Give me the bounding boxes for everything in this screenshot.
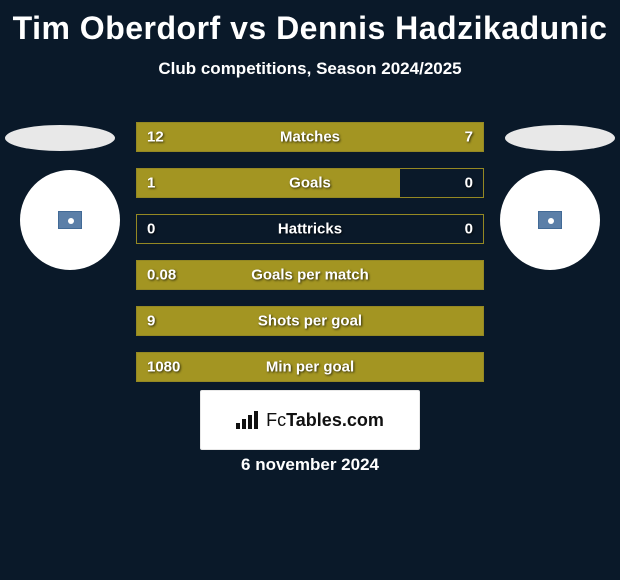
stat-label: Goals (137, 175, 483, 192)
stat-label: Shots per goal (137, 313, 483, 330)
player-left-shadow (5, 125, 115, 151)
stat-row: 1080Min per goal (136, 352, 484, 382)
stat-row: 1Goals0 (136, 168, 484, 198)
player-left-avatar (20, 170, 120, 270)
stat-value-right: 0 (465, 221, 473, 238)
flag-icon (538, 211, 562, 229)
stat-label: Matches (137, 129, 483, 146)
flag-icon (58, 211, 82, 229)
fctables-logo: FcTables.com (200, 390, 420, 450)
player-right-shadow (505, 125, 615, 151)
snapshot-date: 6 november 2024 (0, 455, 620, 475)
stat-row: 0.08Goals per match (136, 260, 484, 290)
bars-icon (236, 411, 258, 429)
stat-label: Min per goal (137, 359, 483, 376)
logo-text-tables: Tables.com (286, 410, 384, 430)
stat-label: Hattricks (137, 221, 483, 238)
player-right-avatar (500, 170, 600, 270)
stat-value-right: 7 (465, 129, 473, 146)
stat-row: 9Shots per goal (136, 306, 484, 336)
logo-text-fc: Fc (266, 410, 286, 430)
stat-label: Goals per match (137, 267, 483, 284)
comparison-subtitle: Club competitions, Season 2024/2025 (0, 59, 620, 79)
comparison-title: Tim Oberdorf vs Dennis Hadzikadunic (0, 0, 620, 47)
stat-value-right: 0 (465, 175, 473, 192)
stat-row: 12Matches7 (136, 122, 484, 152)
stats-bars: 12Matches71Goals00Hattricks00.08Goals pe… (136, 122, 484, 398)
stat-row: 0Hattricks0 (136, 214, 484, 244)
